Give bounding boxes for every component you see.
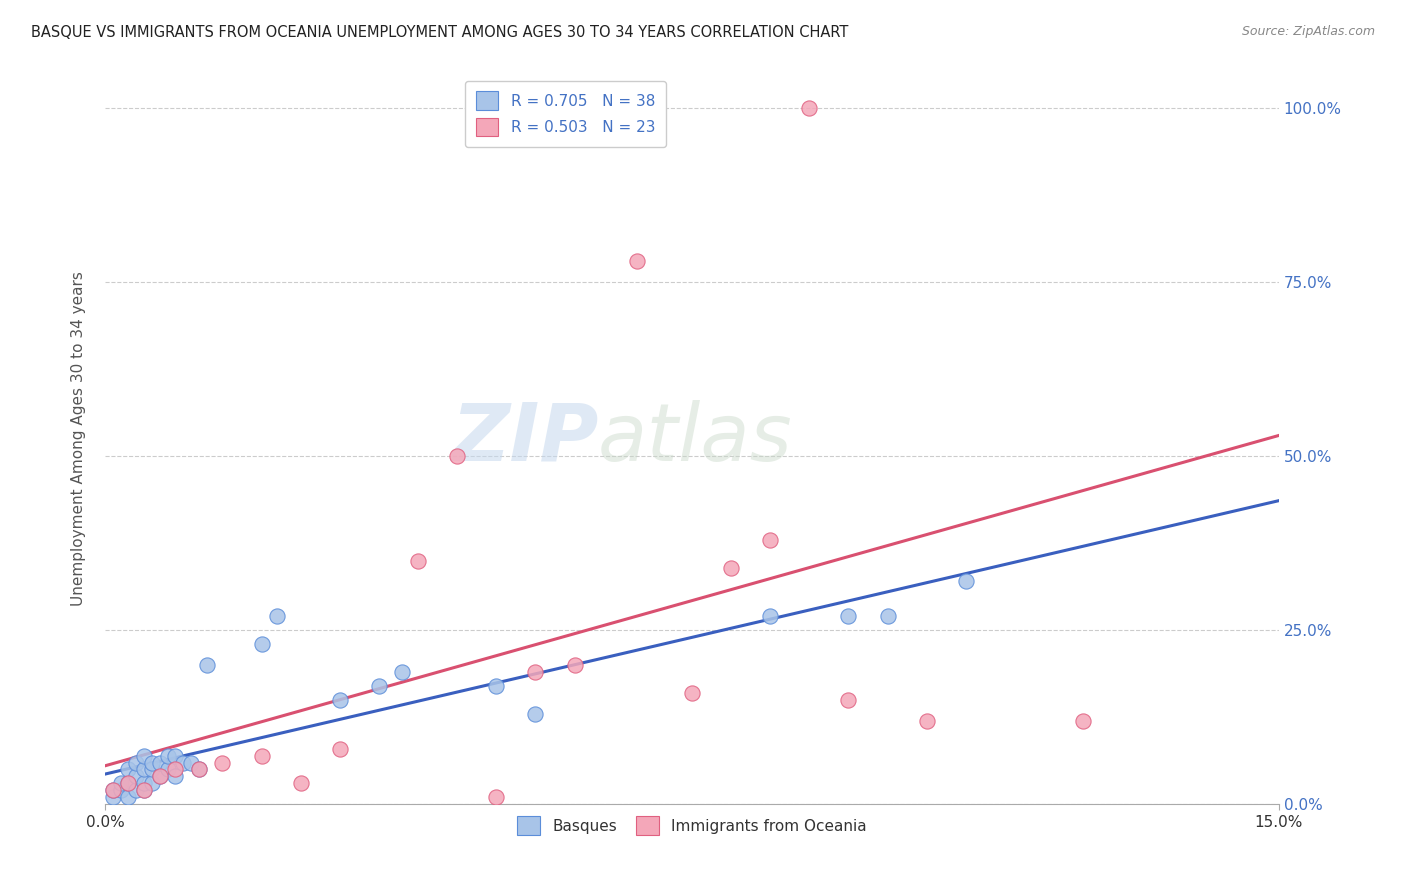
Point <box>250 637 273 651</box>
Point <box>165 748 187 763</box>
Point <box>180 756 202 770</box>
Point <box>101 783 124 797</box>
Point <box>101 783 124 797</box>
Point <box>759 533 782 547</box>
Point <box>187 763 209 777</box>
Y-axis label: Unemployment Among Ages 30 to 34 years: Unemployment Among Ages 30 to 34 years <box>72 271 86 606</box>
Point <box>446 449 468 463</box>
Point <box>110 776 132 790</box>
Point <box>134 783 156 797</box>
Point <box>134 763 156 777</box>
Point <box>149 769 172 783</box>
Point <box>117 790 139 805</box>
Point <box>876 609 898 624</box>
Point <box>141 763 163 777</box>
Point <box>110 783 132 797</box>
Legend: Basques, Immigrants from Oceania: Basques, Immigrants from Oceania <box>509 807 876 844</box>
Point <box>141 776 163 790</box>
Point <box>759 609 782 624</box>
Point <box>290 776 312 790</box>
Text: Source: ZipAtlas.com: Source: ZipAtlas.com <box>1241 25 1375 38</box>
Point <box>524 665 547 679</box>
Point <box>165 763 187 777</box>
Point <box>101 790 124 805</box>
Point <box>172 756 194 770</box>
Point <box>134 748 156 763</box>
Point <box>141 756 163 770</box>
Point <box>329 693 352 707</box>
Point <box>117 763 139 777</box>
Point <box>626 254 648 268</box>
Point <box>156 763 179 777</box>
Point <box>1071 714 1094 728</box>
Point <box>149 756 172 770</box>
Point <box>266 609 288 624</box>
Point <box>837 609 859 624</box>
Point <box>165 769 187 783</box>
Point <box>329 741 352 756</box>
Text: atlas: atlas <box>598 400 793 477</box>
Text: ZIP: ZIP <box>451 400 598 477</box>
Point <box>837 693 859 707</box>
Point <box>799 101 821 115</box>
Point <box>524 706 547 721</box>
Point <box>195 658 218 673</box>
Point <box>367 679 389 693</box>
Point <box>125 783 148 797</box>
Text: BASQUE VS IMMIGRANTS FROM OCEANIA UNEMPLOYMENT AMONG AGES 30 TO 34 YEARS CORRELA: BASQUE VS IMMIGRANTS FROM OCEANIA UNEMPL… <box>31 25 848 40</box>
Point <box>156 748 179 763</box>
Point <box>681 686 703 700</box>
Point <box>125 756 148 770</box>
Point <box>250 748 273 763</box>
Point <box>720 560 742 574</box>
Point <box>149 769 172 783</box>
Point <box>915 714 938 728</box>
Point <box>564 658 586 673</box>
Point <box>391 665 413 679</box>
Point <box>125 769 148 783</box>
Point <box>406 553 429 567</box>
Point <box>134 776 156 790</box>
Point <box>117 776 139 790</box>
Point <box>134 783 156 797</box>
Point <box>211 756 233 770</box>
Point <box>955 574 977 589</box>
Point <box>187 763 209 777</box>
Point <box>117 776 139 790</box>
Point <box>485 790 508 805</box>
Point <box>485 679 508 693</box>
